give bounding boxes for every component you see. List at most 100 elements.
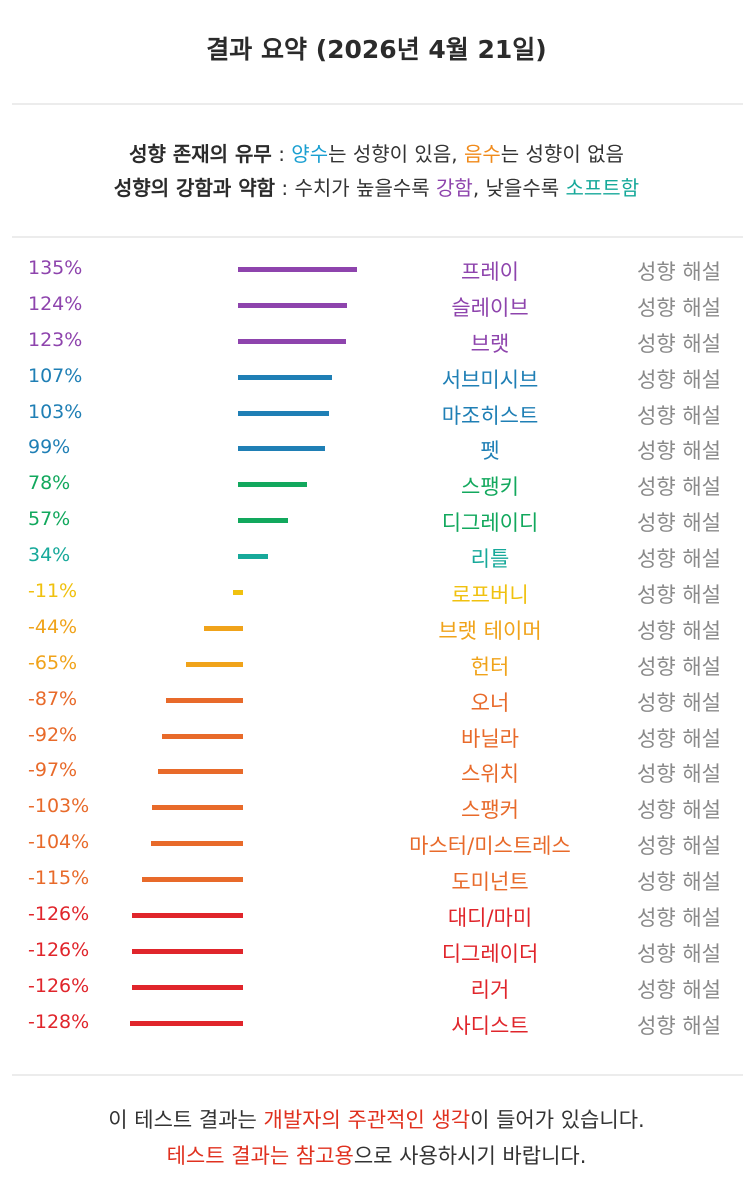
result-row: -104% 마스터/미스트레스 성향 해설 bbox=[0, 826, 753, 862]
result-bar bbox=[130, 1020, 243, 1026]
result-row: -65% 헌터 성향 해설 bbox=[0, 647, 753, 683]
result-name: 도미넌트 bbox=[451, 870, 529, 895]
result-row: 123% 브랫 성향 해설 bbox=[0, 324, 753, 360]
footer-highlight: 개발자의 주관적인 생각 bbox=[263, 1108, 471, 1132]
result-row: 78% 스팽키 성향 해설 bbox=[0, 467, 753, 503]
result-name: 대디/마미 bbox=[447, 906, 533, 931]
result-bar bbox=[238, 267, 357, 272]
result-bar bbox=[238, 518, 289, 524]
result-percent: -128% bbox=[28, 1010, 90, 1033]
legend-separator: : bbox=[271, 142, 292, 166]
tendency-explanation-link[interactable]: 성향 해설 bbox=[637, 798, 721, 823]
result-name: 브랫 bbox=[470, 331, 510, 356]
result-bar bbox=[238, 338, 347, 344]
result-bar bbox=[162, 733, 243, 739]
results-list: 135% 프레이 성향 해설 124% 슬레이브 성향 해설 123% 브랫 성향 해설 107%… bbox=[0, 252, 753, 1042]
result-bar bbox=[141, 877, 243, 883]
result-name: 슬레이브 bbox=[451, 295, 529, 320]
result-name: 디그레이디 bbox=[441, 511, 539, 536]
result-row: 124% 슬레이브 성향 해설 bbox=[0, 288, 753, 324]
result-name: 마조히스트 bbox=[441, 403, 539, 428]
legend-negative: 음수 bbox=[463, 142, 501, 166]
result-bar bbox=[185, 661, 243, 667]
legend-soft: 소프트함 bbox=[565, 176, 640, 200]
tendency-explanation-link[interactable]: 성향 해설 bbox=[637, 260, 721, 284]
tendency-explanation-link[interactable]: 성향 해설 bbox=[637, 295, 721, 320]
result-row: -44% 브랫 테이머 성향 해설 bbox=[0, 611, 753, 647]
result-row: 34% 리틀 성향 해설 bbox=[0, 539, 753, 575]
result-row: -115% 도미넌트 성향 해설 bbox=[0, 862, 753, 898]
tendency-explanation-link[interactable]: 성향 해설 bbox=[637, 439, 721, 464]
result-name: 프레이 bbox=[461, 260, 519, 284]
result-name: 스팽커 bbox=[461, 798, 519, 823]
result-bar bbox=[233, 590, 243, 596]
result-bar bbox=[238, 302, 348, 308]
result-percent: -126% bbox=[28, 938, 90, 961]
result-row: 57% 디그레이디 성향 해설 bbox=[0, 503, 753, 539]
tendency-explanation-link[interactable]: 성향 해설 bbox=[637, 367, 721, 392]
result-row: -87% 오너 성향 해설 bbox=[0, 683, 753, 719]
tendency-explanation-link[interactable]: 성향 해설 bbox=[637, 726, 721, 751]
result-name: 서브미시브 bbox=[441, 367, 539, 392]
result-percent: -103% bbox=[28, 795, 90, 818]
tendency-explanation-link[interactable]: 성향 해설 bbox=[637, 331, 721, 356]
result-name: 디그레이더 bbox=[441, 941, 539, 966]
tendency-explanation-link[interactable]: 성향 해설 bbox=[637, 941, 721, 966]
result-percent: 107% bbox=[28, 364, 83, 387]
result-percent: -44% bbox=[28, 615, 78, 638]
result-bar bbox=[132, 984, 243, 990]
result-row: 107% 서브미시브 성향 해설 bbox=[0, 360, 753, 396]
tendency-explanation-link[interactable]: 성향 해설 bbox=[637, 475, 721, 500]
tendency-explanation-link[interactable]: 성향 해설 bbox=[637, 834, 721, 859]
result-percent: -104% bbox=[28, 831, 90, 854]
result-name: 오너 bbox=[470, 690, 510, 715]
tendency-explanation-link[interactable]: 성향 해설 bbox=[637, 583, 721, 608]
result-row: -11% 로프버니 성향 해설 bbox=[0, 575, 753, 611]
result-bar bbox=[166, 697, 243, 703]
result-percent: -126% bbox=[28, 903, 90, 926]
result-percent: 99% bbox=[28, 436, 71, 459]
result-bar bbox=[238, 554, 268, 560]
result-row: 99% 펫 성향 해설 bbox=[0, 431, 753, 467]
result-bar bbox=[238, 410, 329, 416]
result-bar bbox=[152, 805, 243, 811]
tendency-explanation-link[interactable]: 성향 해설 bbox=[637, 403, 721, 428]
tendency-explanation-link[interactable]: 성향 해설 bbox=[637, 690, 721, 715]
tendency-explanation-link[interactable]: 성향 해설 bbox=[637, 1013, 721, 1038]
result-name: 헌터 bbox=[470, 654, 510, 679]
divider bbox=[12, 103, 743, 105]
tendency-explanation-link[interactable]: 성향 해설 bbox=[637, 547, 721, 572]
result-row: 135% 프레이 성향 해설 bbox=[0, 252, 753, 288]
result-row: -92% 바닐라 성향 해설 bbox=[0, 719, 753, 755]
tendency-explanation-link[interactable]: 성향 해설 bbox=[637, 654, 721, 679]
result-row: -128% 사디스트 성향 해설 bbox=[0, 1006, 753, 1042]
tendency-explanation-link[interactable]: 성향 해설 bbox=[637, 762, 721, 787]
result-bar bbox=[132, 948, 243, 954]
result-row: -126% 대디/마미 성향 해설 bbox=[0, 898, 753, 934]
result-bar bbox=[238, 482, 307, 488]
tendency-explanation-link[interactable]: 성향 해설 bbox=[637, 618, 721, 643]
result-name: 바닐라 bbox=[461, 726, 519, 751]
result-name: 브랫 테이머 bbox=[438, 618, 542, 643]
legend-positive-text: 는 성향이 있음, bbox=[328, 142, 464, 166]
tendency-explanation-link[interactable]: 성향 해설 bbox=[637, 870, 721, 895]
result-percent: 78% bbox=[28, 472, 71, 495]
result-name: 리틀 bbox=[470, 547, 510, 572]
result-row: -126% 리거 성향 해설 bbox=[0, 970, 753, 1006]
result-row: -126% 디그레이더 성향 해설 bbox=[0, 934, 753, 970]
tendency-explanation-link[interactable]: 성향 해설 bbox=[637, 511, 721, 536]
footer-line-2: 테스트 결과는 참고용으로 사용하시기 바랍니다. bbox=[0, 1140, 753, 1170]
footer-text: 이 테스트 결과는 bbox=[108, 1108, 264, 1132]
legend-label-strength: 성향의 강함과 약함 bbox=[113, 176, 276, 200]
result-name: 마스터/미스트레스 bbox=[409, 834, 571, 859]
result-percent: 34% bbox=[28, 544, 71, 567]
result-percent: 135% bbox=[28, 257, 83, 279]
result-bar bbox=[238, 374, 333, 380]
result-bar bbox=[204, 625, 243, 631]
result-bar bbox=[238, 446, 326, 452]
result-name: 리거 bbox=[470, 977, 510, 1002]
tendency-explanation-link[interactable]: 성향 해설 bbox=[637, 906, 721, 931]
result-name: 스위치 bbox=[461, 762, 519, 787]
tendency-explanation-link[interactable]: 성향 해설 bbox=[637, 977, 721, 1002]
result-name: 로프버니 bbox=[451, 583, 529, 608]
